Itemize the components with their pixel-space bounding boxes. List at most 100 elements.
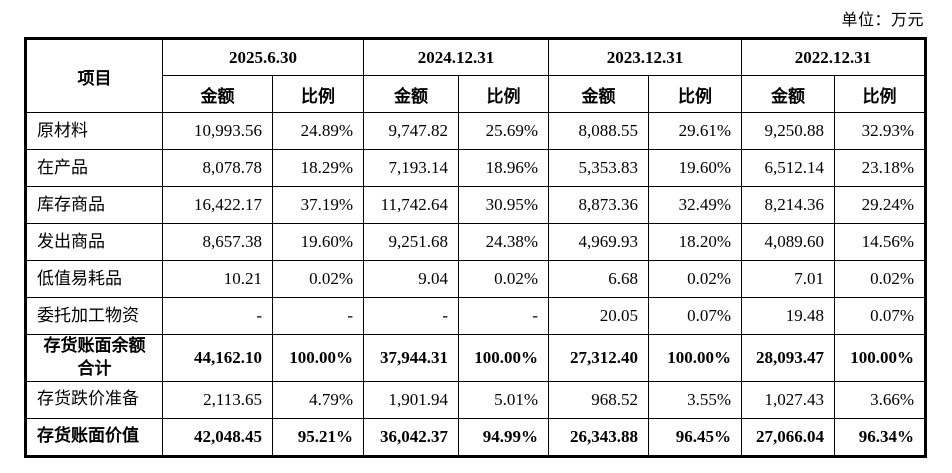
ratio-cell: 95.21% xyxy=(272,417,364,457)
amount-cell: 6.68 xyxy=(548,260,649,298)
ratio-cell: 100.00% xyxy=(834,334,926,382)
amount-cell: 42,048.45 xyxy=(162,417,273,457)
row-label: 发出商品 xyxy=(25,223,163,261)
amount-cell: 4,089.60 xyxy=(741,223,835,261)
unit-label: 单位：万元 xyxy=(841,12,924,29)
amount-cell: 27,066.04 xyxy=(741,417,835,457)
amount-cell: 9,250.88 xyxy=(741,112,835,150)
amount-cell: 27,312.40 xyxy=(548,334,649,382)
ratio-cell: 4.79% xyxy=(272,380,364,419)
amount-cell: 5,353.83 xyxy=(548,149,649,187)
amount-cell: 44,162.10 xyxy=(162,334,273,382)
ratio-cell: - xyxy=(458,297,549,335)
table-row: 存货跌价准备 2,113.65 4.79% 1,901.94 5.01% 968.52 3.… xyxy=(25,380,926,419)
ratio-header: 比例 xyxy=(272,75,364,113)
row-label: 委托加工物资 xyxy=(25,297,163,335)
ratio-cell: 18.96% xyxy=(458,149,549,187)
ratio-cell: 100.00% xyxy=(272,334,364,382)
amount-cell: 7.01 xyxy=(741,260,835,298)
amount-cell: 37,944.31 xyxy=(363,334,459,382)
amount-cell: 19.48 xyxy=(741,297,835,335)
amount-cell: 8,078.78 xyxy=(162,149,273,187)
ratio-cell: 5.01% xyxy=(458,380,549,419)
table-row: 在产品 8,078.78 18.29% 7,193.14 18.96% 5,353.83 1… xyxy=(25,149,926,187)
ratio-cell: 0.07% xyxy=(648,297,742,335)
table-body: 原材料 10,993.56 24.89% 9,747.82 25.69% 8,088.55… xyxy=(25,112,926,457)
amount-cell: 9,747.82 xyxy=(363,112,459,150)
row-label: 低值易耗品 xyxy=(25,260,163,298)
table-row: 原材料 10,993.56 24.89% 9,747.82 25.69% 8,088.55… xyxy=(25,112,926,150)
amount-cell: 26,343.88 xyxy=(548,417,649,457)
ratio-header: 比例 xyxy=(834,75,926,113)
ratio-cell: 96.34% xyxy=(834,417,926,457)
row-label: 库存商品 xyxy=(25,186,163,224)
ratio-cell: 0.02% xyxy=(272,260,364,298)
date-header: 2025.6.30 xyxy=(162,38,364,76)
ratio-cell: 37.19% xyxy=(272,186,364,224)
ratio-header: 比例 xyxy=(458,75,549,113)
amount-cell: 8,088.55 xyxy=(548,112,649,150)
amount-cell: 8,873.36 xyxy=(548,186,649,224)
ratio-cell: - xyxy=(272,297,364,335)
ratio-cell: 0.02% xyxy=(834,260,926,298)
ratio-cell: 0.02% xyxy=(458,260,549,298)
ratio-cell: 24.89% xyxy=(272,112,364,150)
ratio-cell: 3.66% xyxy=(834,380,926,419)
ratio-cell: 29.61% xyxy=(648,112,742,150)
amount-cell: 10.21 xyxy=(162,260,273,298)
row-label: 存货账面价值 xyxy=(25,417,163,457)
ratio-cell: 19.60% xyxy=(272,223,364,261)
ratio-cell: 0.02% xyxy=(648,260,742,298)
ratio-cell: 100.00% xyxy=(648,334,742,382)
amount-cell: 16,422.17 xyxy=(162,186,273,224)
ratio-cell: 30.95% xyxy=(458,186,549,224)
row-label: 原材料 xyxy=(25,112,163,150)
amount-cell: - xyxy=(363,297,459,335)
table-header: 项目 2025.6.30 2024.12.31 2023.12.31 2022.… xyxy=(25,38,926,113)
ratio-cell: 94.99% xyxy=(458,417,549,457)
header-row-dates: 项目 2025.6.30 2024.12.31 2023.12.31 2022.… xyxy=(25,38,926,113)
amount-cell: 968.52 xyxy=(548,380,649,419)
amount-cell: 2,113.65 xyxy=(162,380,273,419)
ratio-cell: 19.60% xyxy=(648,149,742,187)
amount-cell: 28,093.47 xyxy=(741,334,835,382)
amount-header: 金额 xyxy=(741,75,835,113)
ratio-cell: 3.55% xyxy=(648,380,742,419)
ratio-cell: 32.49% xyxy=(648,186,742,224)
table-row: 低值易耗品 10.21 0.02% 9.04 0.02% 6.68 0.02% 7.01 0.0… xyxy=(25,260,926,298)
amount-header: 金额 xyxy=(548,75,649,113)
ratio-cell: 96.45% xyxy=(648,417,742,457)
amount-cell: 1,027.43 xyxy=(741,380,835,419)
amount-cell: 10,993.56 xyxy=(162,112,273,150)
amount-cell: 1,901.94 xyxy=(363,380,459,419)
header-row-subheaders: 金额 比例 金额 比例 金额 比例 金额 比例 xyxy=(26,75,926,113)
date-header: 2024.12.31 xyxy=(363,38,549,76)
table-row: 存货账面价值 42,048.45 95.21% 36,042.37 94.99% 26,3… xyxy=(25,417,926,457)
ratio-cell: 100.00% xyxy=(458,334,549,382)
ratio-cell: 29.24% xyxy=(834,186,926,224)
date-header: 2023.12.31 xyxy=(548,38,742,76)
table-row: 发出商品 8,657.38 19.60% 9,251.68 24.38% 4,969.93… xyxy=(25,223,926,261)
amount-cell: 20.05 xyxy=(548,297,649,335)
amount-cell: 8,657.38 xyxy=(162,223,273,261)
amount-cell: 8,214.36 xyxy=(741,186,835,224)
date-header: 2022.12.31 xyxy=(741,38,926,76)
amount-cell: 4,969.93 xyxy=(548,223,649,261)
table-row: 委托加工物资 - - - -20.05 0.07% 19.48 0.07% xyxy=(25,297,926,335)
ratio-cell: 18.29% xyxy=(272,149,364,187)
amount-cell: - xyxy=(162,297,273,335)
row-label: 存货账面余额 合计 xyxy=(25,334,163,382)
ratio-cell: 23.18% xyxy=(834,149,926,187)
row-label: 存货跌价准备 xyxy=(25,380,163,419)
amount-cell: 9,251.68 xyxy=(363,223,459,261)
table-row: 库存商品 16,422.17 37.19% 11,742.64 30.95% 8,873.… xyxy=(25,186,926,224)
ratio-header: 比例 xyxy=(648,75,742,113)
item-column-header: 项目 xyxy=(25,38,163,113)
amount-cell: 11,742.64 xyxy=(363,186,459,224)
amount-header: 金额 xyxy=(162,75,273,113)
ratio-cell: 24.38% xyxy=(458,223,549,261)
ratio-cell: 32.93% xyxy=(834,112,926,150)
inventory-table: 项目 2025.6.30 2024.12.31 2023.12.31 2022.… xyxy=(24,37,927,458)
amount-cell: 9.04 xyxy=(363,260,459,298)
